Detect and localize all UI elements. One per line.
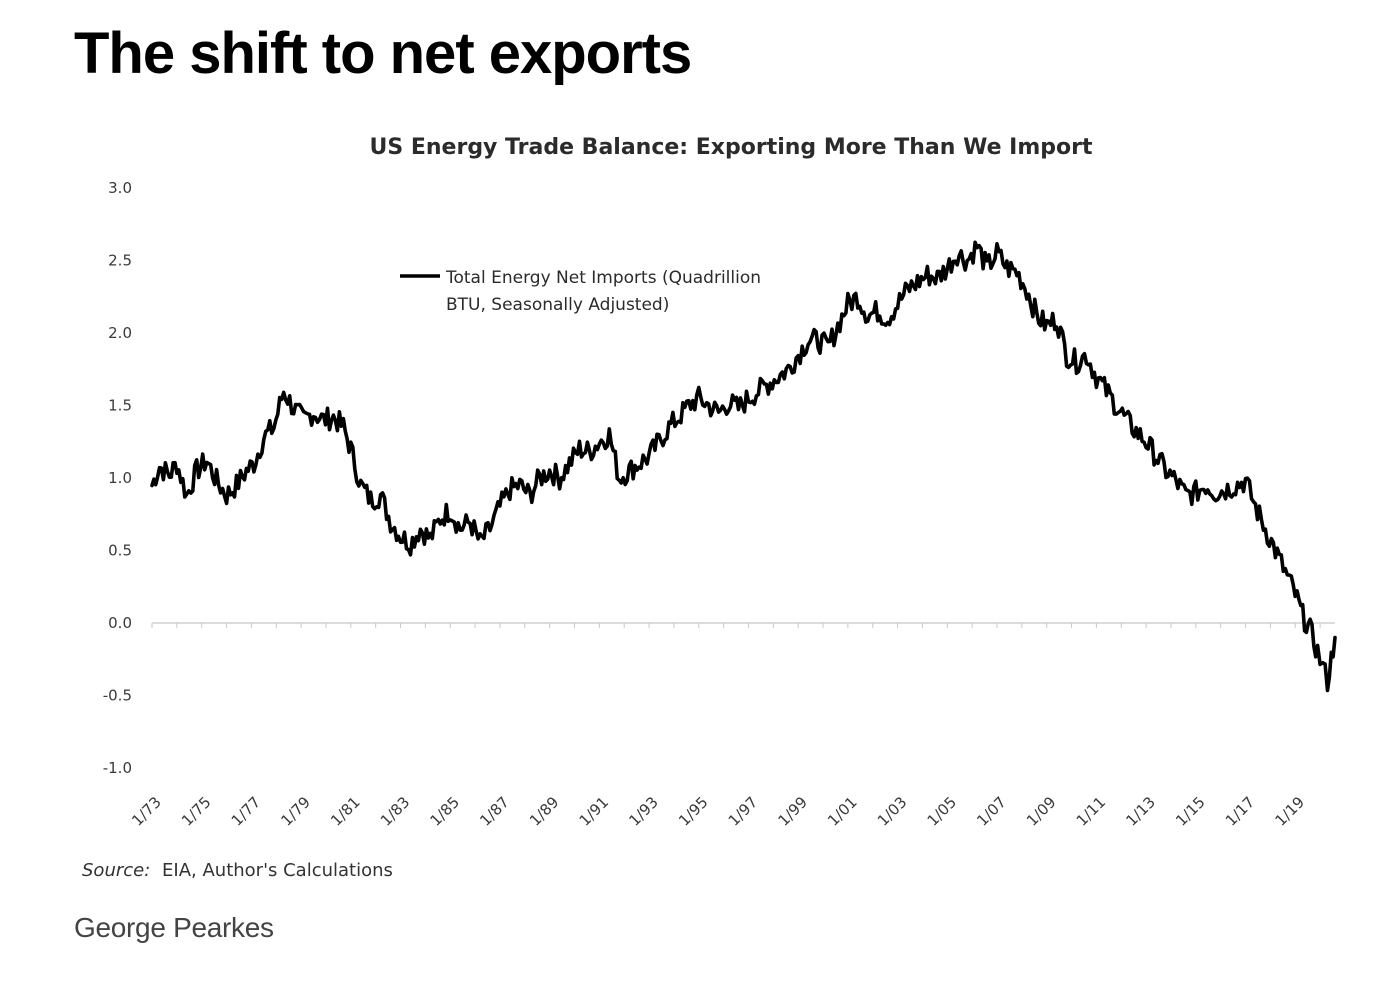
- y-tick-label: 2.0: [108, 324, 132, 342]
- y-tick-label: 0.5: [108, 542, 132, 560]
- x-tick-label: 1/73: [128, 793, 165, 830]
- x-tick-label: 1/11: [1073, 793, 1110, 830]
- x-tick-label: 1/91: [576, 793, 613, 830]
- legend-line-2: BTU, Seasonally Adjusted): [446, 295, 669, 315]
- y-tick-label: 0.0: [108, 614, 132, 632]
- chart-container: US Energy Trade Balance: Exporting More …: [0, 118, 1374, 898]
- line-chart: US Energy Trade Balance: Exporting More …: [82, 135, 1337, 881]
- chart-title: US Energy Trade Balance: Exporting More …: [369, 135, 1092, 160]
- x-tick-label: 1/93: [625, 793, 662, 830]
- x-tick-label: 1/85: [427, 793, 464, 830]
- x-tick-label: 1/05: [924, 793, 961, 830]
- x-tick-label: 1/95: [675, 793, 712, 830]
- x-tick-label: 1/75: [178, 793, 215, 830]
- x-tick-label: 1/03: [874, 793, 911, 830]
- x-tick-label: 1/01: [824, 793, 861, 830]
- x-tick-label: 1/17: [1222, 793, 1259, 830]
- x-tick-label: 1/79: [277, 793, 314, 830]
- y-tick-label: 2.5: [108, 252, 132, 270]
- x-tick-label: 1/09: [1023, 793, 1060, 830]
- legend-line-1: Total Energy Net Imports (Quadrillion: [445, 268, 761, 288]
- x-axis-minor-ticks: [151, 623, 1321, 628]
- x-tick-label: 1/99: [774, 793, 811, 830]
- headline: The shift to net exports: [74, 21, 692, 86]
- x-tick-label: 1/77: [228, 793, 265, 830]
- source-label: Source:: [82, 860, 150, 881]
- y-tick-label: -1.0: [103, 759, 132, 777]
- x-tick-label: 1/97: [725, 793, 762, 830]
- legend: Total Energy Net Imports (Quadrillion BT…: [400, 268, 761, 315]
- x-tick-label: 1/83: [377, 793, 414, 830]
- x-tick-label: 1/15: [1172, 793, 1209, 830]
- y-tick-label: -0.5: [103, 687, 132, 705]
- source-note: Source: EIA, Author's Calculations: [82, 860, 393, 881]
- x-tick-label: 1/89: [526, 793, 563, 830]
- source-text: EIA, Author's Calculations: [162, 860, 393, 881]
- x-tick-label: 1/87: [476, 793, 513, 830]
- x-tick-label: 1/19: [1272, 793, 1309, 830]
- x-tick-label: 1/81: [327, 793, 364, 830]
- series-line-net-imports: [150, 240, 1337, 693]
- y-tick-label: 1.0: [108, 469, 132, 487]
- author-credit: George Pearkes: [74, 912, 274, 943]
- x-axis-ticks: 1/73 1/75 1/77 1/79 1/81 1/83 1/85 1/87 1/89 1/91…: [128, 793, 1308, 830]
- y-tick-label: 3.0: [108, 179, 132, 197]
- y-tick-label: 1.5: [108, 397, 132, 415]
- x-tick-label: 1/07: [973, 793, 1010, 830]
- x-tick-label: 1/13: [1122, 793, 1159, 830]
- y-axis-ticks: 3.0 2.5 2.0 1.5 1.0 0.5 0.0 -0.5 -1.0: [103, 179, 132, 777]
